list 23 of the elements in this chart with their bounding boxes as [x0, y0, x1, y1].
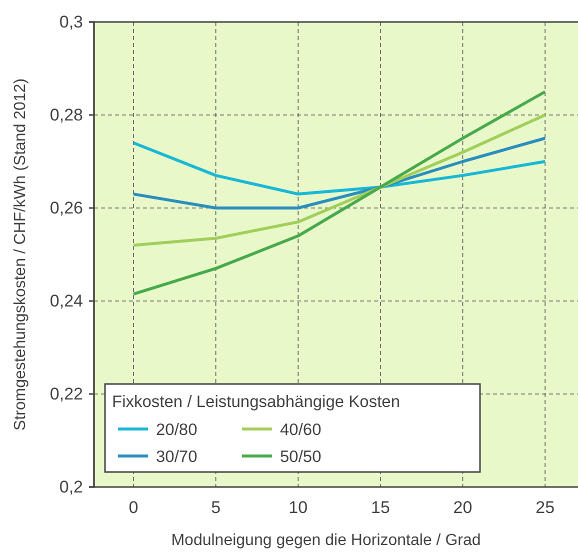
y-tick-label: 0,26 [50, 198, 83, 218]
y-tick-label: 0,3 [59, 12, 83, 32]
legend-label: 30/70 [156, 448, 198, 466]
legend-label: 40/60 [280, 421, 322, 439]
x-tick-label: 0 [128, 498, 138, 518]
y-tick-label: 0,2 [59, 477, 83, 496]
line-series [132, 141, 547, 196]
line-series [132, 90, 547, 296]
x-tick-label: 25 [536, 498, 555, 518]
legend-label: 50/50 [280, 448, 322, 466]
x-tick-label: 20 [453, 498, 472, 518]
y-tick-label: 0,24 [50, 291, 83, 310]
y-tick-label: 0,28 [50, 105, 83, 124]
x-tick-label: 15 [370, 498, 390, 518]
legend-label: 20/80 [156, 421, 198, 439]
line-series [132, 136, 547, 210]
y-tick-label: 0,22 [50, 384, 83, 404]
line-series [132, 114, 547, 247]
x-tick-label: 10 [288, 498, 308, 518]
legend-title: Fixkosten / Leistungsabhängige Kosten [112, 393, 400, 411]
y-axis-title: Stromgestehungskosten / CHF/kWh (Stand 2012) [12, 78, 29, 431]
x-tick-label: 5 [211, 498, 221, 518]
x-axis-title: Modulneigung gegen die Horizontale / Grad [171, 532, 481, 549]
